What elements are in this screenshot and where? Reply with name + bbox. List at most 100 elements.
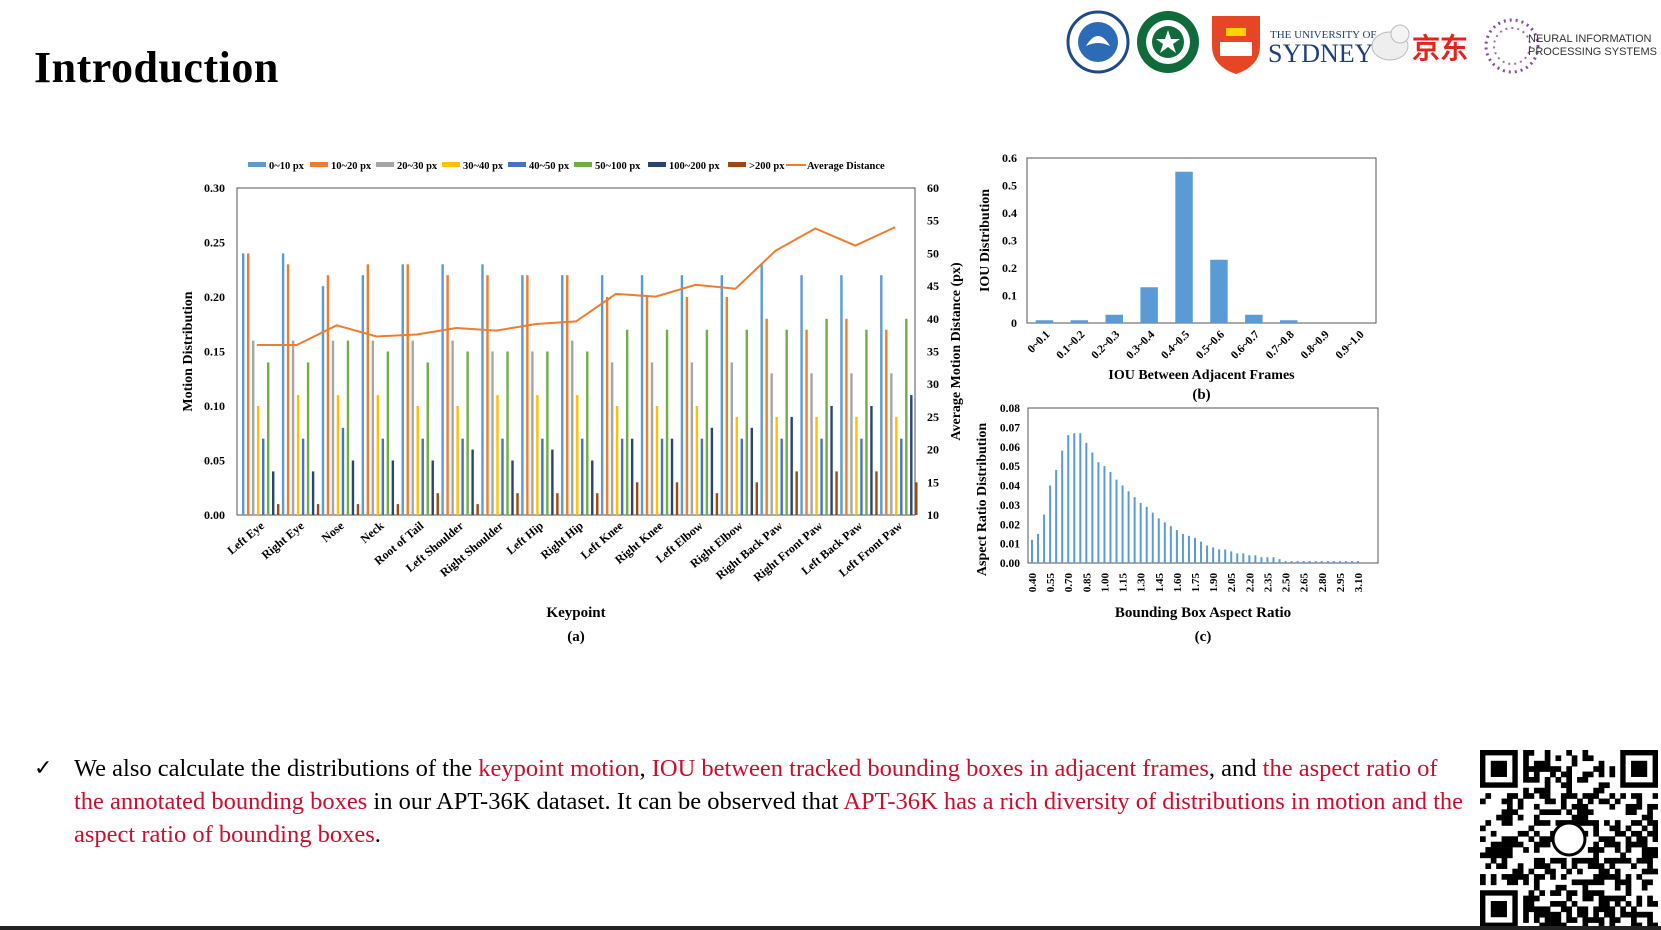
qr-module <box>1566 917 1572 923</box>
legend-swatch <box>310 162 328 167</box>
qr-module <box>1550 857 1556 864</box>
qr-module <box>1485 820 1492 826</box>
qr-module <box>1593 863 1599 869</box>
qr-module <box>1609 917 1616 923</box>
qr-module <box>1587 798 1594 805</box>
bar-a-50100px-2 <box>346 340 350 515</box>
qr-module <box>1512 874 1519 880</box>
x-axis-title-c: Bounding Box Aspect Ratio <box>1115 605 1291 621</box>
qr-module <box>1517 868 1524 875</box>
qr-module <box>1652 868 1658 875</box>
qr-module <box>1523 911 1529 918</box>
bar-c-14 <box>1115 479 1118 563</box>
qr-module <box>1636 841 1643 848</box>
qr-module <box>1625 803 1632 810</box>
sydney-crest-logo <box>1212 16 1260 74</box>
bar-c-25 <box>1181 533 1184 563</box>
legend-swatch <box>508 162 526 167</box>
bar-a-100200px-6 <box>511 460 514 515</box>
bar-a-1020px-6 <box>486 275 489 515</box>
bar-c-10 <box>1091 452 1094 563</box>
qr-module <box>1614 874 1621 880</box>
qr-module <box>1501 857 1508 864</box>
plot-area-b <box>1026 157 1377 324</box>
qr-module <box>1539 911 1546 918</box>
qr-module <box>1506 874 1513 880</box>
qr-module <box>1587 890 1594 896</box>
qr-module <box>1636 922 1643 928</box>
bar-a-010px-0 <box>242 253 245 515</box>
bar-c-51 <box>1338 561 1341 563</box>
qr-module <box>1501 814 1508 821</box>
qr-module <box>1550 901 1556 907</box>
bar-a-2030px-0 <box>252 340 255 515</box>
qr-module <box>1566 782 1572 789</box>
qr-module <box>1517 814 1524 821</box>
x-tick-label-c: 1.45 <box>1154 573 1166 593</box>
qr-module <box>1652 830 1658 837</box>
bar-a-2030px-3 <box>371 340 375 515</box>
sydney-line2: SYDNEY <box>1268 39 1374 68</box>
x-tick-label-c: 2.95 <box>1335 573 1347 593</box>
qr-module <box>1631 911 1637 918</box>
qr-module <box>1544 760 1551 767</box>
bar-c-39 <box>1266 557 1269 563</box>
qr-module <box>1652 803 1658 810</box>
y-tick-label-a: 0.30 <box>204 181 225 195</box>
charts-figure: 0.000.050.100.150.200.250.30101520253035… <box>181 151 1379 645</box>
legend-swatch <box>728 162 746 167</box>
bar-c-50 <box>1332 561 1335 563</box>
bar-c-17 <box>1133 497 1136 563</box>
qr-module <box>1544 820 1551 826</box>
qr-module <box>1555 922 1562 928</box>
qr-module <box>1614 857 1621 864</box>
qr-module <box>1555 917 1562 923</box>
y-tick-label-c: 0.01 <box>1000 539 1020 551</box>
qr-module <box>1533 906 1540 913</box>
legend-label: 0~10 px <box>269 161 305 172</box>
qr-module <box>1625 847 1632 853</box>
qr-module <box>1490 874 1497 880</box>
x-tick-label-c: 1.90 <box>1208 573 1220 593</box>
bar-a-010px-2 <box>321 286 325 515</box>
bar-a-010px-15 <box>840 275 843 515</box>
bar-a-200px-3 <box>396 504 400 515</box>
qr-module <box>1577 809 1583 816</box>
qr-module <box>1582 771 1589 778</box>
bar-a-4050px-3 <box>381 438 385 515</box>
qr-module <box>1598 760 1605 767</box>
qr-module <box>1571 901 1578 907</box>
qr-module <box>1577 820 1583 826</box>
qr-module <box>1506 836 1513 842</box>
legend-label: 10~20 px <box>331 161 372 172</box>
qr-module <box>1647 895 1653 902</box>
qr-module <box>1631 803 1637 810</box>
qr-finder-inner <box>1490 760 1507 777</box>
x-tick-label-b: 0.9~1.0 <box>1334 328 1367 361</box>
qr-module <box>1598 874 1605 880</box>
qr-module <box>1533 776 1540 783</box>
bar-a-3040px-4 <box>416 406 419 515</box>
bar-a-010px-1 <box>281 253 285 515</box>
qr-module <box>1614 917 1621 923</box>
legend-swatch <box>442 162 460 167</box>
qr-module <box>1598 787 1605 794</box>
y2-axis-title-a: Average Motion Distance (px) <box>949 262 964 441</box>
qr-module <box>1523 787 1529 794</box>
bar-a-50100px-5 <box>466 351 469 515</box>
qr-module <box>1528 793 1535 799</box>
qr-module <box>1560 782 1567 789</box>
legend-swatch <box>574 162 592 167</box>
github-icon <box>1551 821 1587 857</box>
qr-module <box>1609 803 1616 810</box>
qr-module <box>1550 868 1556 875</box>
bar-a-3040px-6 <box>496 395 499 515</box>
qr-module <box>1647 879 1653 886</box>
qr-module <box>1587 863 1594 869</box>
qr-module <box>1485 863 1492 869</box>
bar-a-100200px-4 <box>431 460 434 515</box>
qr-module <box>1641 852 1648 859</box>
bar-a-2030px-5 <box>451 340 454 515</box>
y-tick-label-a: 0.20 <box>204 290 225 304</box>
qr-module <box>1523 760 1529 767</box>
